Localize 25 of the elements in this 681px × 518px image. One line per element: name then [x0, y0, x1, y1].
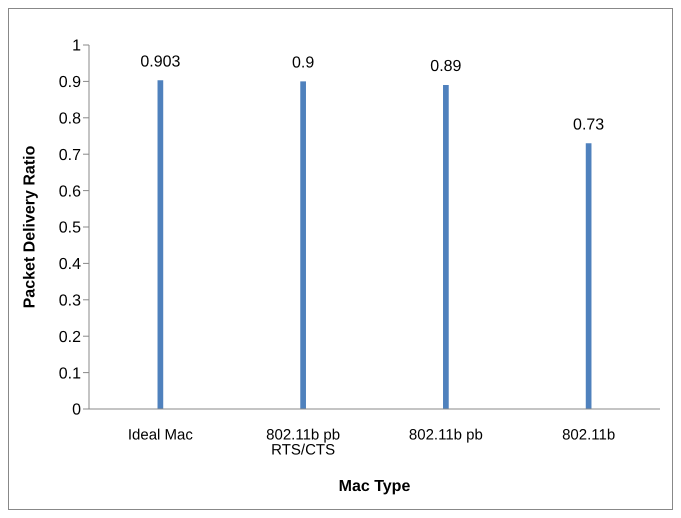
data-label: 0.903	[140, 53, 180, 70]
y-tick-label: 0	[72, 402, 82, 419]
y-axis-title: Packet Delivery Ratio	[22, 145, 39, 308]
y-tick-label: 0.7	[58, 146, 82, 164]
bar	[300, 81, 306, 409]
y-tick-label: 0.1	[58, 365, 82, 382]
y-tick-label: 0.6	[58, 183, 82, 200]
x-tick-label: 802.11b	[562, 426, 616, 444]
bar	[586, 143, 592, 409]
bar	[158, 80, 164, 409]
data-label: 0.73	[573, 116, 604, 134]
y-tick-label: 0.9	[58, 74, 82, 92]
y-tick-label: 0.3	[58, 292, 82, 310]
data-label: 0.9	[292, 54, 314, 72]
data-label: 0.89	[430, 58, 462, 76]
y-tick-label: 0.4	[58, 256, 82, 274]
y-tick-label: 0.8	[58, 110, 82, 128]
x-tick-label: 802.11b pb RTS/CTS	[266, 426, 340, 459]
y-tick-label: 1	[72, 38, 82, 55]
x-axis-title: Mac Type	[338, 478, 410, 495]
y-tick-label: 0.5	[58, 220, 82, 237]
x-tick-label: 802.11b pb	[408, 426, 483, 444]
x-tick-label: Ideal Mac	[128, 426, 194, 444]
y-tick-label: 0.2	[58, 328, 82, 346]
bar	[443, 85, 449, 409]
